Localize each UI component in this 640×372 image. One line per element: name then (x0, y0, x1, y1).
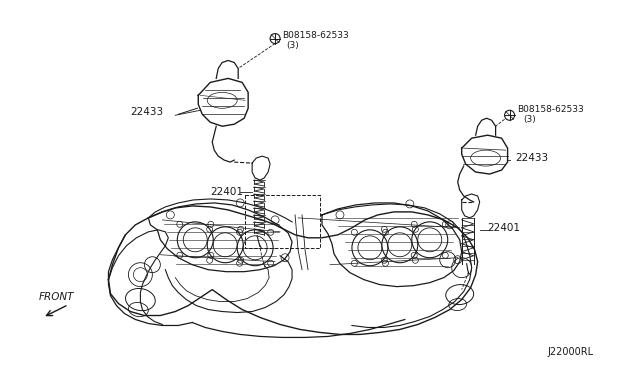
Text: (3): (3) (524, 115, 536, 124)
Text: J22000RL: J22000RL (547, 347, 594, 357)
Text: B08158-62533: B08158-62533 (518, 105, 584, 114)
Text: 22401: 22401 (488, 223, 520, 233)
Text: (3): (3) (286, 41, 299, 49)
Text: 22433: 22433 (516, 153, 548, 163)
Text: 22433: 22433 (131, 107, 164, 117)
Text: FRONT: FRONT (39, 292, 74, 302)
Text: B08158-62533: B08158-62533 (282, 31, 349, 39)
Text: 22401: 22401 (210, 187, 243, 197)
